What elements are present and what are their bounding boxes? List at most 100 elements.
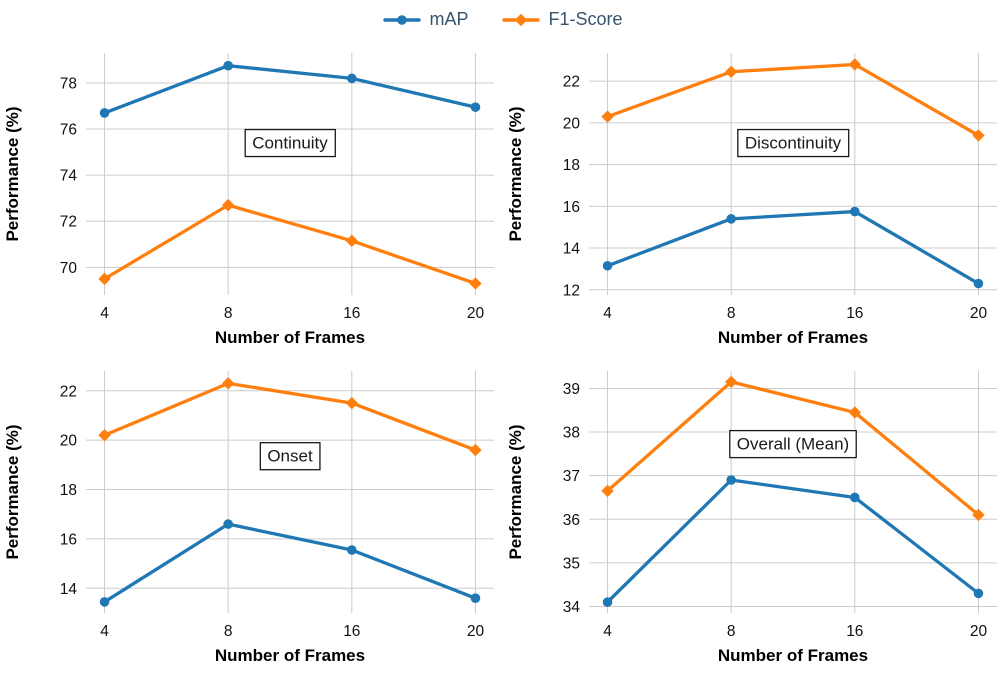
x-tick-label: 20 — [467, 623, 485, 640]
y-tick-label: 37 — [563, 468, 580, 485]
circle-marker-icon — [973, 588, 984, 599]
panel-title: Overall (Mean) — [737, 435, 849, 454]
circle-marker-icon — [99, 597, 110, 607]
x-tick-label: 16 — [846, 305, 863, 322]
y-axis-label: Performance (%) — [3, 424, 22, 559]
circle-marker-icon — [223, 60, 233, 71]
x-tick-label: 8 — [224, 623, 233, 640]
diamond-marker-icon — [345, 396, 359, 410]
y-tick-label: 14 — [563, 241, 581, 258]
y-tick-label: 22 — [563, 74, 580, 91]
circle-marker-icon — [602, 597, 613, 607]
panel-title-box: Overall (Mean) — [729, 429, 857, 459]
series-mAP — [99, 519, 481, 607]
legend-label-map: mAP — [429, 9, 469, 29]
panel-title: Discontinuity — [745, 134, 842, 153]
chart-panel-continuity: 70 72 74 76 78 4 8 16 20 Continuity Performance (%… — [0, 39, 503, 357]
circle-marker-icon — [470, 102, 481, 112]
panel-title: Onset — [267, 447, 313, 466]
diamond-marker-icon — [515, 13, 528, 26]
x-axis-label: Number of Frames — [718, 328, 868, 347]
circle-marker-icon — [347, 73, 357, 84]
chart-svg: 34 35 36 37 38 39 4 8 16 20 Overall (Mean) Performa… — [506, 371, 997, 665]
panel-title: Continuity — [252, 134, 328, 153]
series-F1-Score — [98, 377, 482, 457]
x-tick-label: 16 — [846, 623, 863, 640]
chart-svg: 70 72 74 76 78 4 8 16 20 Continuity Performance (%… — [3, 53, 494, 347]
gridlines — [86, 53, 494, 295]
x-tick-label: 4 — [100, 305, 109, 322]
chart-panel-overall-mean: 34 35 36 37 38 39 4 8 16 20 Overall (Mean) Performa… — [503, 357, 1006, 675]
f1-line-diamond-icon — [502, 12, 541, 28]
x-axis-label: Number of Frames — [215, 646, 365, 665]
diamond-marker-icon — [98, 429, 111, 442]
y-tick-label: 70 — [60, 260, 78, 277]
y-tick-label: 39 — [563, 381, 580, 398]
panel-title-box: Discontinuity — [737, 128, 850, 158]
y-tick-label: 20 — [60, 433, 78, 450]
x-tick-label: 20 — [970, 623, 988, 640]
circle-marker-icon — [850, 492, 860, 503]
panel-title-box: Onset — [259, 442, 321, 471]
legend: mAP F1-Score — [0, 0, 1006, 39]
diamond-marker-icon — [469, 443, 482, 457]
y-tick-label: 72 — [60, 214, 77, 231]
chart-panel-discontinuity: 12 14 16 18 20 22 4 8 16 20 Discontinuity Performan… — [503, 39, 1006, 357]
series-F1-Score — [98, 198, 482, 290]
legend-label-f1score: F1-Score — [548, 9, 623, 29]
circle-marker-icon — [602, 260, 613, 271]
y-tick-label: 36 — [563, 512, 580, 529]
map-line-circle-icon — [383, 12, 422, 28]
x-tick-label: 4 — [603, 305, 612, 322]
circle-marker-icon — [726, 214, 736, 224]
x-tick-label: 20 — [467, 305, 485, 322]
y-tick-label: 12 — [563, 282, 580, 299]
chart-grid: 70 72 74 76 78 4 8 16 20 Continuity Performance (%… — [0, 39, 1006, 675]
y-tick-label: 16 — [60, 531, 77, 548]
diamond-marker-icon — [601, 110, 614, 123]
series-mAP — [602, 475, 984, 607]
diamond-marker-icon — [469, 277, 482, 290]
x-tick-label: 4 — [603, 623, 612, 640]
y-tick-label: 16 — [563, 199, 580, 216]
diamond-marker-icon — [724, 65, 738, 78]
legend-item-map: mAP — [383, 9, 468, 30]
x-tick-label: 8 — [727, 623, 736, 640]
x-tick-label: 16 — [343, 305, 360, 322]
y-tick-label: 14 — [60, 581, 78, 598]
y-tick-label: 18 — [563, 157, 580, 174]
chart-svg: 12 14 16 18 20 22 4 8 16 20 Discontinuity Performan… — [506, 53, 997, 347]
legend-item-f1score: F1-Score — [502, 9, 623, 30]
x-tick-label: 4 — [100, 623, 109, 640]
series-mAP — [602, 206, 984, 289]
circle-marker-icon — [223, 519, 233, 529]
x-tick-label: 8 — [224, 305, 233, 322]
y-tick-label: 20 — [563, 115, 581, 132]
panel-title-box: Continuity — [244, 128, 336, 158]
series-mAP — [99, 60, 481, 118]
circle-marker-icon — [99, 108, 110, 118]
circle-marker-icon — [850, 206, 860, 217]
chart-svg: 14 16 18 20 22 4 8 16 20 Onset Performance (%) Numb… — [3, 371, 494, 665]
circle-marker-icon — [726, 475, 736, 485]
gridlines — [86, 371, 494, 613]
circle-marker-icon — [397, 14, 408, 25]
diamond-marker-icon — [221, 377, 235, 390]
x-tick-label: 8 — [727, 305, 736, 322]
diamond-marker-icon — [345, 234, 359, 248]
x-axis-label: Number of Frames — [215, 328, 365, 347]
circle-marker-icon — [973, 278, 984, 289]
chart-panel-onset: 14 16 18 20 22 4 8 16 20 Onset Performance (%) Numb… — [0, 357, 503, 675]
y-tick-label: 76 — [60, 122, 77, 139]
y-tick-label: 22 — [60, 383, 77, 400]
x-tick-label: 16 — [343, 623, 360, 640]
x-tick-label: 20 — [970, 305, 988, 322]
y-axis-label: Performance (%) — [3, 106, 22, 241]
y-tick-label: 74 — [60, 168, 78, 185]
y-tick-label: 34 — [563, 599, 581, 616]
circle-marker-icon — [347, 545, 357, 555]
x-axis-label: Number of Frames — [718, 646, 868, 665]
y-tick-label: 18 — [60, 482, 77, 499]
y-tick-label: 78 — [60, 75, 77, 92]
y-axis-label: Performance (%) — [506, 424, 525, 559]
